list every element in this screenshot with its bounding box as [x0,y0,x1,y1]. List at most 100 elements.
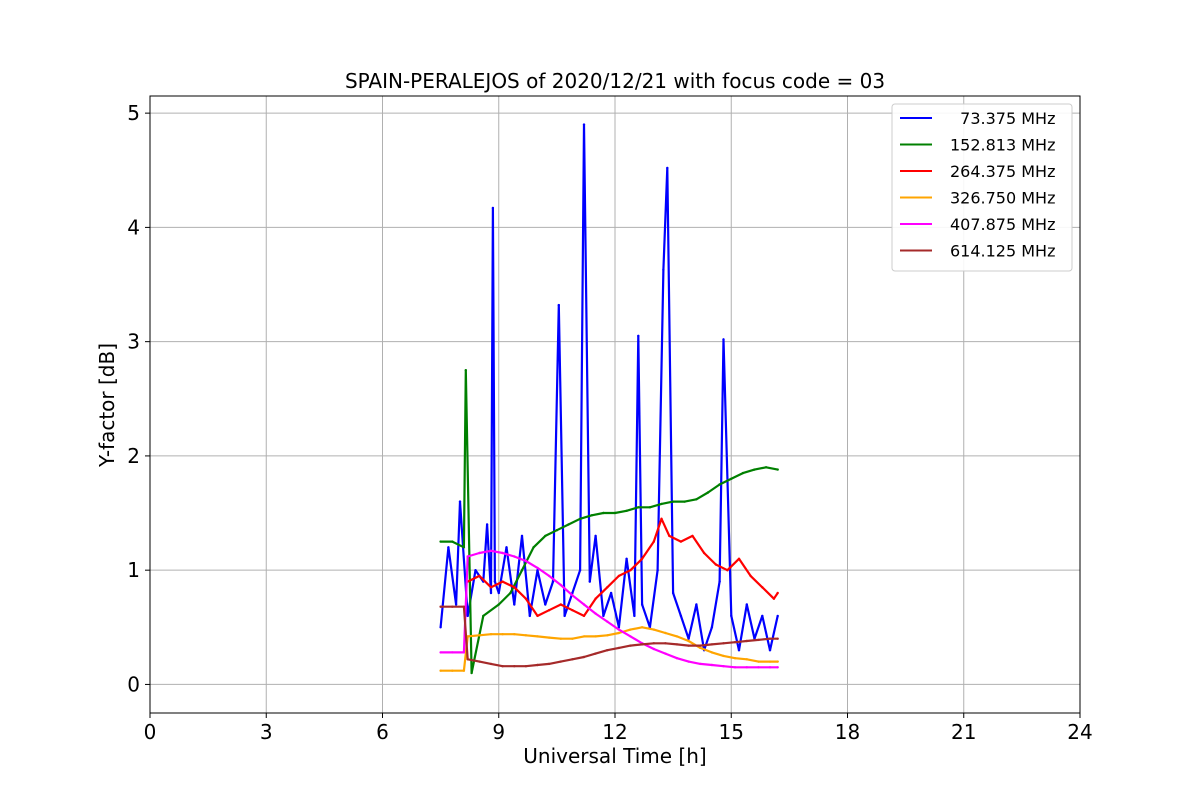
series-3-point [664,631,667,635]
series-4-point [571,594,574,597]
series-0-point [625,557,628,560]
series-0-point [474,569,477,572]
series-1-point [660,502,663,506]
series-4-point [768,666,772,669]
series-0-point [768,649,772,652]
series-5-point [652,642,655,645]
series-4-point [501,551,504,555]
series-2-point [606,586,609,589]
series-3-point [536,635,539,638]
series-3-point [687,639,690,643]
y-tick-label: 4 [127,215,140,239]
series-2-point [536,614,539,618]
series-0-point [602,614,605,618]
series-1-point [764,466,768,469]
series-1-point [776,468,779,471]
series-0-point [722,338,725,341]
series-2-point [559,603,562,606]
series-0-point [497,591,500,595]
series-0-point [505,546,508,549]
series-0-point [761,614,764,618]
series-3-point [524,634,528,637]
series-4-point [439,651,442,654]
series-3-point [629,628,632,631]
x-tick-label: 24 [1067,720,1092,744]
series-5-point [733,641,737,644]
legend-label-5: 614.125 MHz [950,242,1055,261]
series-3-point [722,654,725,658]
x-axis: 0 3 6 9 12 15 18 21 24 [144,713,1093,744]
series-0-point [557,303,560,307]
legend: 73.375 MHz 152.813 MHz 264.375 MHz 326.750 … [891,103,1073,272]
series-2-point [652,540,655,543]
series-0-point [609,591,613,595]
x-tick-label: 0 [144,720,157,744]
series-0-point [454,603,458,606]
series-3-point [617,631,621,635]
series-4-point [699,662,702,666]
series-5-point [547,662,551,666]
y-tick-label: 5 [127,101,140,125]
series-2-point [691,534,694,538]
series-5-point [745,639,748,643]
series-5-point [536,663,539,667]
series-0-point [656,569,659,572]
series-2-point [571,609,574,612]
series-2-point [714,563,717,566]
series-0-point [578,569,582,572]
y-tick-label: 2 [127,444,140,468]
x-tick-label: 21 [951,720,976,744]
series-1-point [671,500,675,503]
series-4-point [451,651,454,654]
series-0-point [491,206,495,210]
series-5-point [439,605,442,608]
series-3-point [594,635,597,638]
series-4-point [664,652,667,655]
series-0-point [666,166,669,170]
series-5-point [710,643,714,646]
series-3-point [745,658,748,661]
series-0-point [745,603,748,606]
series-1-point [683,500,686,503]
series-3-point [513,633,516,636]
series-5-point [617,646,621,650]
series-0-point [466,614,469,618]
x-tick-label: 15 [719,720,744,744]
series-2-point [478,574,481,578]
legend-label-1: 152.813 MHz [950,136,1055,155]
series-4-point [757,666,760,669]
series-2-point [660,517,663,520]
series-5-point [687,644,690,647]
series-1-point [497,603,500,606]
series-0-point [662,268,665,271]
series-2-point [679,540,683,543]
series-5-point [582,655,586,659]
series-2-point [668,534,671,538]
legend-label-0: 73.375 MHz [950,109,1055,128]
series-4-point [462,651,466,654]
series-1-point [532,546,535,549]
series-1-point [462,546,466,549]
series-0-point [776,614,779,618]
series-4-point [722,665,725,668]
series-5-point [776,637,779,640]
series-5-point [675,643,679,646]
series-5-point [571,658,574,661]
series-4-point [776,666,779,669]
series-1-point [718,483,721,486]
series-3-point [439,669,442,672]
series-1-point [470,671,473,675]
series-3-point [757,660,760,663]
series-3-point [478,634,481,637]
series-5-point [699,644,702,647]
series-0-point [582,123,586,126]
series-1-point [753,468,756,471]
series-2-point [761,586,764,589]
series-0-point [633,614,636,618]
series-4-point [513,555,516,558]
x-tick-label: 9 [492,720,505,744]
series-5-point [489,662,493,666]
series-3-point [699,646,702,650]
series-2-point [524,597,528,600]
